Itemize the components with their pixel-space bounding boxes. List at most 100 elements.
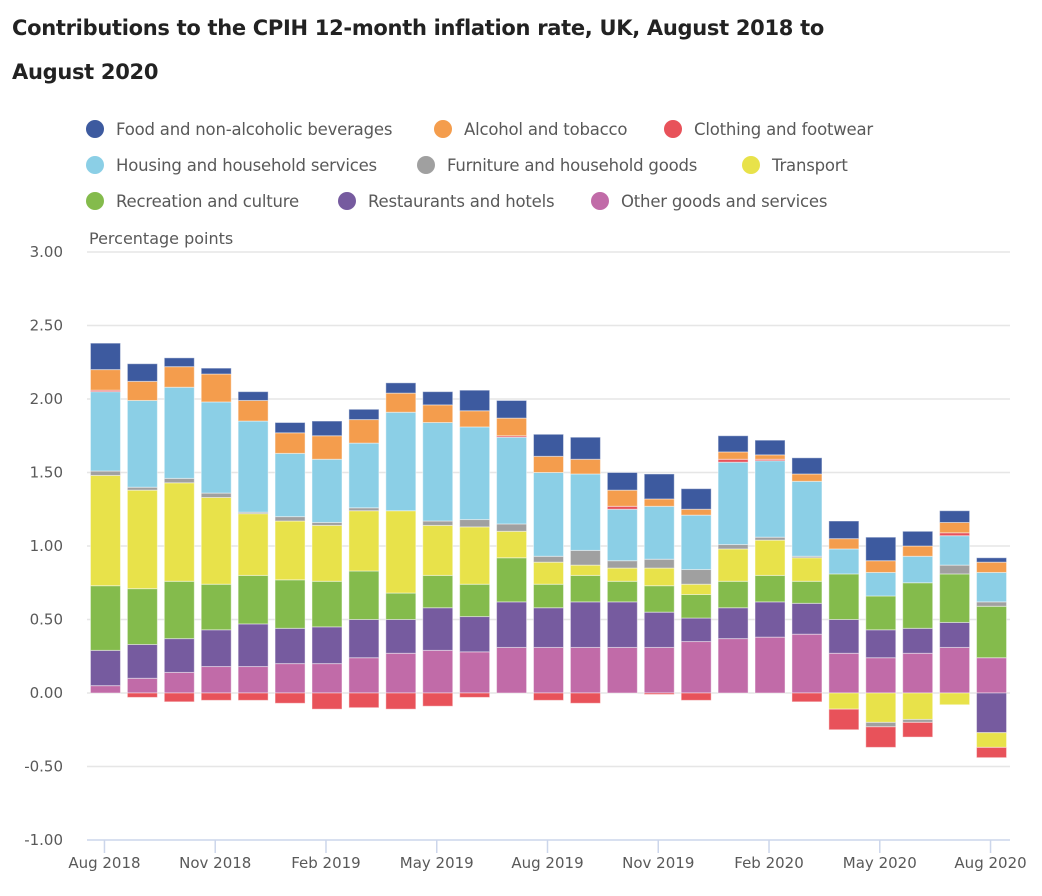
bar-segment[interactable] — [680, 569, 712, 585]
bar-segment[interactable] — [791, 480, 823, 557]
bar-segment[interactable] — [976, 601, 1008, 607]
bar-segment[interactable] — [237, 666, 269, 694]
bar-segment[interactable] — [606, 646, 638, 694]
bar-segment[interactable] — [163, 477, 195, 484]
bar-segment[interactable] — [828, 573, 860, 620]
bar-segment[interactable] — [274, 432, 306, 454]
bar-segment[interactable] — [680, 488, 712, 510]
bar-segment[interactable] — [717, 580, 749, 609]
bar-segment[interactable] — [976, 746, 1008, 759]
bar-segment[interactable] — [89, 685, 121, 694]
bar-segment[interactable] — [274, 692, 306, 704]
bar-segment[interactable] — [680, 641, 712, 694]
bar-segment[interactable] — [459, 519, 491, 528]
bar-segment[interactable] — [680, 514, 712, 571]
bar-segment[interactable] — [643, 498, 675, 507]
bar-segment[interactable] — [348, 570, 380, 620]
bar-segment[interactable] — [237, 623, 269, 668]
bar-segment[interactable] — [717, 461, 749, 546]
bar-segment[interactable] — [89, 391, 121, 472]
bar-segment[interactable] — [459, 692, 491, 698]
bar-segment[interactable] — [126, 489, 158, 590]
bar-segment[interactable] — [606, 508, 638, 562]
bar-segment[interactable] — [754, 539, 786, 576]
bar-segment[interactable] — [496, 436, 528, 525]
bar-segment[interactable] — [939, 573, 971, 623]
bar-segment[interactable] — [533, 583, 564, 609]
bar-segment[interactable] — [865, 726, 897, 748]
bar-segment[interactable] — [311, 524, 343, 582]
bar-segment[interactable] — [828, 692, 860, 710]
bar-segment[interactable] — [902, 652, 934, 694]
bar-segment[interactable] — [385, 382, 417, 394]
bar-segment[interactable] — [274, 663, 306, 694]
bar-segment[interactable] — [200, 401, 232, 494]
bar-segment[interactable] — [754, 574, 786, 603]
bar-segment[interactable] — [163, 482, 195, 582]
bar-segment[interactable] — [274, 520, 306, 581]
bar-segment[interactable] — [311, 435, 343, 460]
bar-segment[interactable] — [754, 439, 786, 456]
bar-segment[interactable] — [533, 561, 564, 585]
bar-segment[interactable] — [385, 510, 417, 594]
bar-segment[interactable] — [976, 605, 1008, 659]
bar-segment[interactable] — [89, 585, 121, 651]
bar-segment[interactable] — [606, 567, 638, 582]
bar-segment[interactable] — [569, 601, 601, 648]
bar-segment[interactable] — [533, 646, 564, 694]
bar-segment[interactable] — [606, 489, 638, 507]
bar-segment[interactable] — [422, 692, 454, 707]
bar-segment[interactable] — [385, 619, 417, 654]
bar-segment[interactable] — [902, 721, 934, 738]
bar-segment[interactable] — [126, 399, 158, 488]
bar-segment[interactable] — [496, 523, 528, 532]
bar-segment[interactable] — [606, 472, 638, 491]
bar-segment[interactable] — [717, 607, 749, 640]
bar-segment[interactable] — [200, 496, 232, 585]
legend-item-food[interactable]: Food and non-alcoholic beverages — [86, 116, 392, 142]
bar-segment[interactable] — [496, 530, 528, 559]
bar-segment[interactable] — [643, 646, 675, 694]
bar-segment[interactable] — [828, 619, 860, 654]
bar-segment[interactable] — [606, 601, 638, 648]
bar-segment[interactable] — [385, 592, 417, 620]
bar-segment[interactable] — [865, 692, 897, 723]
bar-segment[interactable] — [754, 454, 786, 460]
bar-segment[interactable] — [311, 420, 343, 437]
bar-segment[interactable] — [237, 420, 269, 513]
bar-segment[interactable] — [902, 627, 934, 654]
legend-item-transport[interactable]: Transport — [742, 152, 848, 178]
bar-segment[interactable] — [422, 574, 454, 609]
legend-item-recreation[interactable]: Recreation and culture — [86, 188, 299, 214]
bar-segment[interactable] — [163, 692, 195, 703]
bar-segment[interactable] — [422, 391, 454, 406]
bar-segment[interactable] — [422, 422, 454, 522]
bar-segment[interactable] — [274, 579, 306, 629]
bar-segment[interactable] — [163, 386, 195, 479]
bar-segment[interactable] — [754, 601, 786, 638]
bar-segment[interactable] — [496, 601, 528, 648]
bar-segment[interactable] — [865, 571, 897, 597]
bar-segment[interactable] — [311, 458, 343, 523]
bar-segment[interactable] — [348, 442, 380, 509]
bar-segment[interactable] — [569, 692, 601, 704]
bar-segment[interactable] — [865, 629, 897, 659]
bar-segment[interactable] — [459, 651, 491, 694]
bar-segment[interactable] — [791, 633, 823, 694]
bar-segment[interactable] — [976, 692, 1008, 734]
bar-segment[interactable] — [422, 607, 454, 651]
bar-segment[interactable] — [939, 564, 971, 575]
bar-segment[interactable] — [939, 621, 971, 648]
bar-segment[interactable] — [569, 473, 601, 551]
bar-segment[interactable] — [200, 666, 232, 694]
bar-segment[interactable] — [200, 583, 232, 631]
bar-segment[interactable] — [496, 557, 528, 603]
bar-segment[interactable] — [828, 520, 860, 540]
bar-segment[interactable] — [643, 505, 675, 560]
bar-segment[interactable] — [200, 492, 232, 498]
bar-segment[interactable] — [311, 626, 343, 665]
bar-segment[interactable] — [163, 638, 195, 673]
bar-segment[interactable] — [865, 657, 897, 694]
bar-segment[interactable] — [89, 369, 121, 391]
bar-segment[interactable] — [791, 457, 823, 475]
